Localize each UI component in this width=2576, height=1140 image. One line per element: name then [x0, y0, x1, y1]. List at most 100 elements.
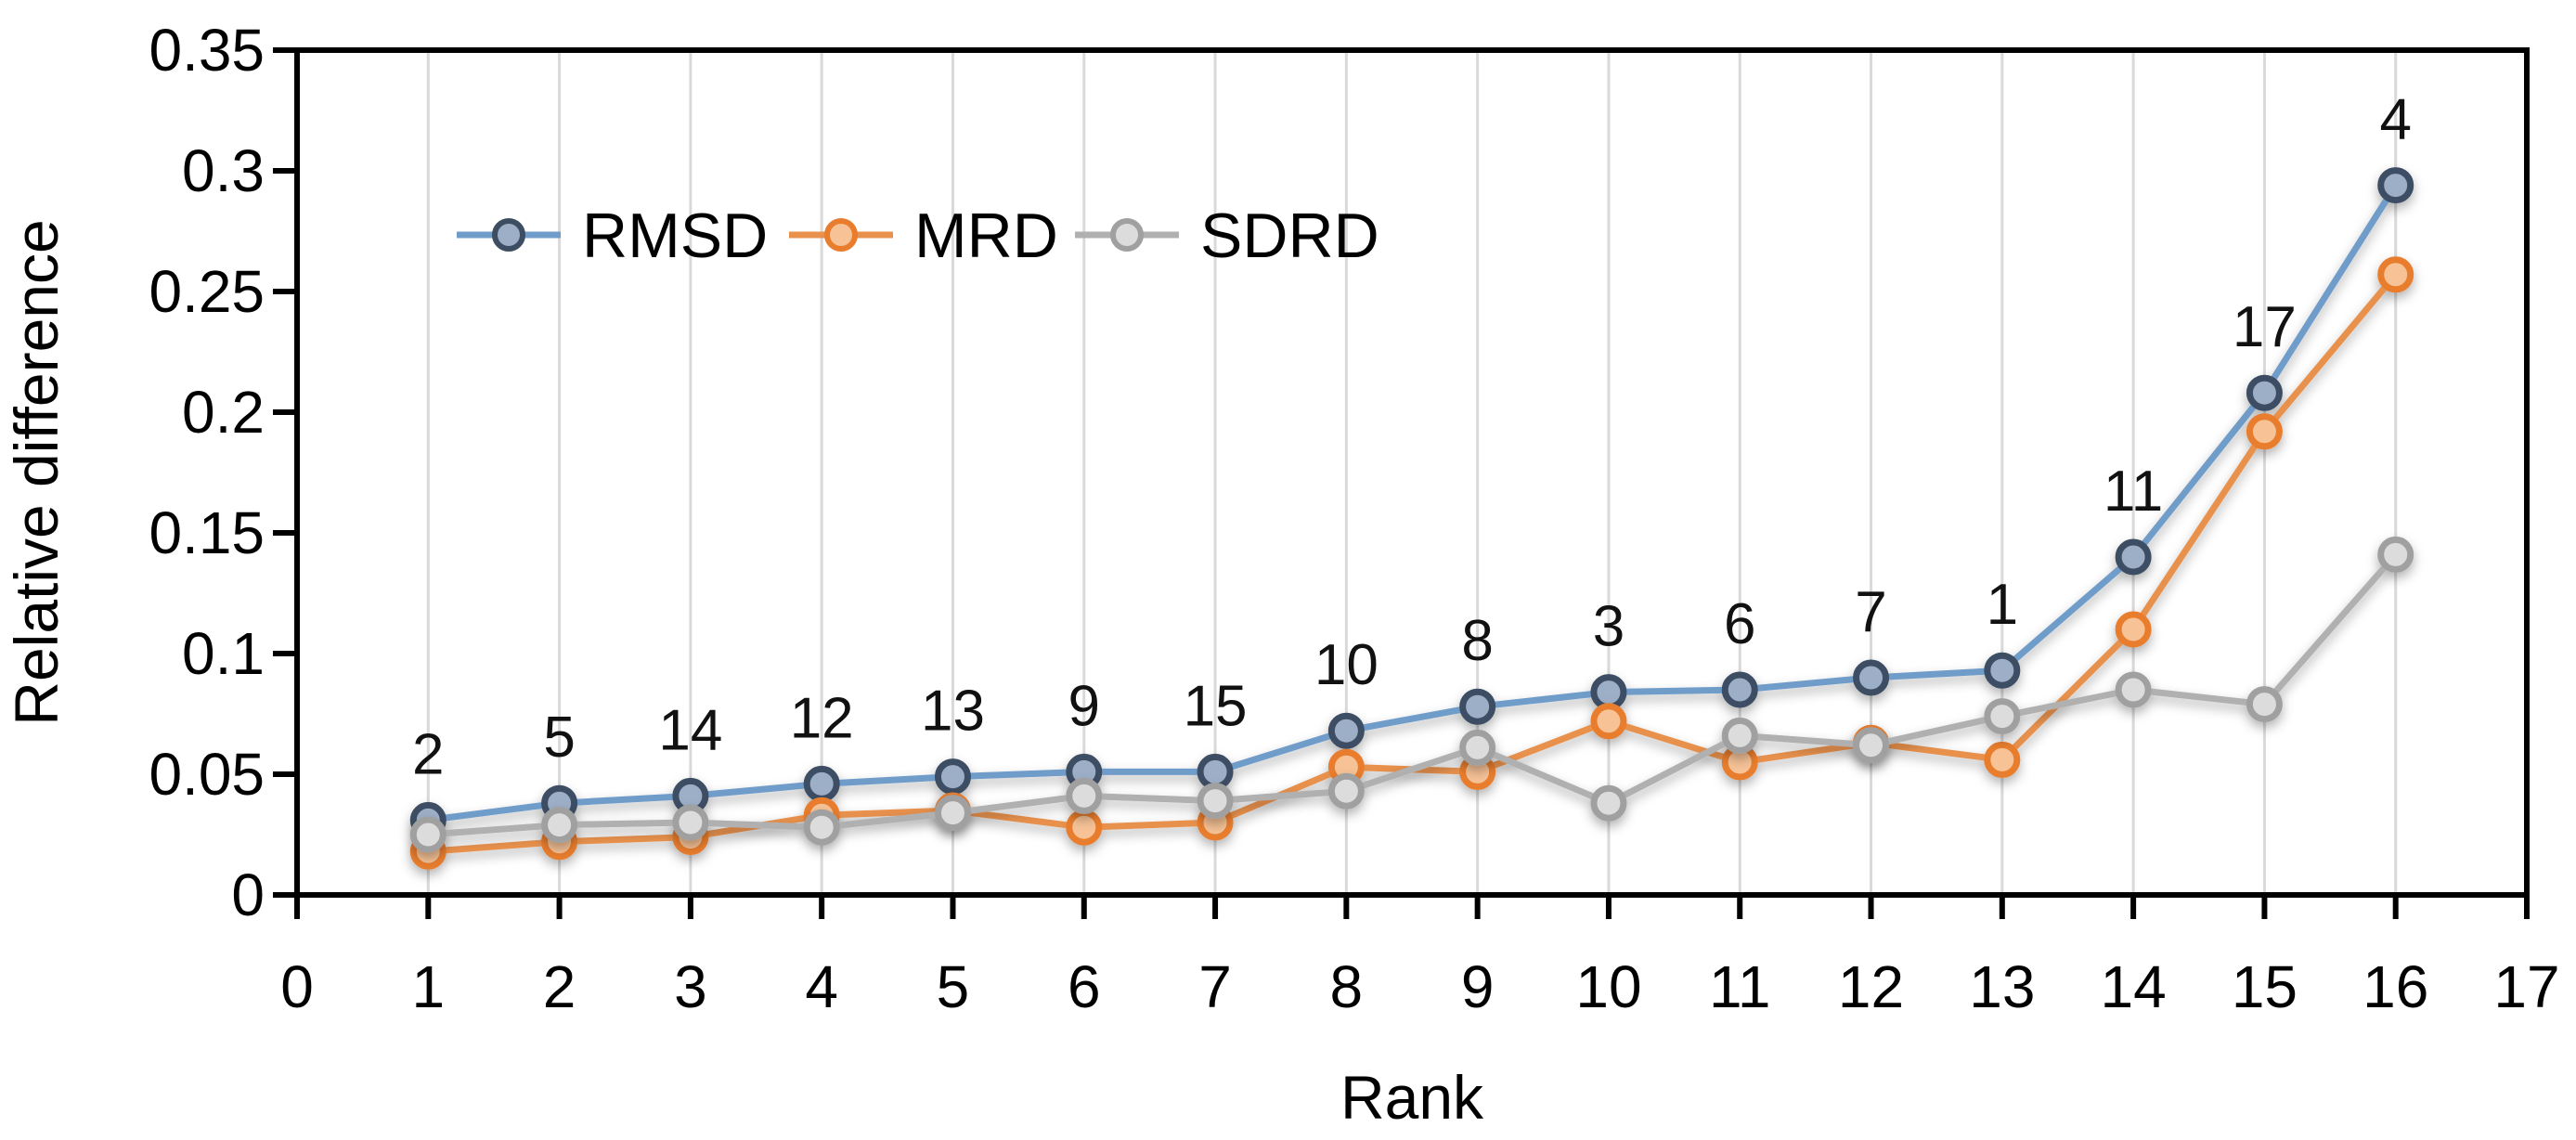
legend-label: SDRD: [1200, 201, 1379, 271]
legend-label: RMSD: [582, 201, 768, 271]
point-label: 6: [1724, 592, 1755, 656]
x-tick-label: 11: [1709, 953, 1770, 1020]
point-sdrd-rank2: [541, 807, 578, 844]
point-sdrd-rank9: [1459, 729, 1496, 766]
legend-item-rmsd: RMSD: [457, 201, 768, 271]
point-sdrd-rank14: [2115, 671, 2152, 708]
x-tick-label: 15: [2232, 953, 2298, 1020]
x-tick-label: 13: [1969, 953, 2035, 1020]
y-axis-title: Relative difference: [2, 219, 71, 725]
point-rmsd-rank7: [1197, 753, 1234, 790]
point-rmsd-rank12: [1853, 659, 1890, 696]
plot-border: [294, 47, 2530, 898]
x-tick-label: 1: [411, 953, 445, 1020]
x-tick-label: 4: [805, 953, 838, 1020]
x-tick-label: 7: [1198, 953, 1232, 1020]
point-label: 9: [1068, 674, 1100, 738]
y-tick-label: 0.3: [182, 137, 265, 204]
x-tick-label: 10: [1575, 953, 1641, 1020]
point-rmsd-rank5: [934, 758, 971, 796]
series-line-mrd: [428, 272, 2399, 855]
point-sdrd-rank11: [1721, 717, 1758, 754]
y-tick-label: 0.2: [182, 379, 265, 446]
legend-item-mrd: MRD: [789, 201, 1058, 271]
y-tick-label: 0.35: [149, 17, 265, 84]
series-sdrd: [409, 536, 2414, 853]
x-tick-label: 12: [1838, 953, 1904, 1020]
legend-group: RMSD MRD SDRD: [457, 201, 1379, 271]
legend-label: MRD: [914, 201, 1058, 271]
point-sdrd-rank10: [1590, 784, 1627, 822]
series-rmsd: [409, 167, 2414, 838]
point-rmsd-rank15: [2246, 374, 2283, 411]
point-mrd-rank15: [2246, 413, 2283, 450]
x-tick-label: 16: [2362, 953, 2428, 1020]
point-mrd-rank13: [1984, 741, 2021, 778]
legend-marker-icon: [492, 218, 525, 252]
point-label: 15: [1184, 674, 1248, 738]
point-sdrd-rank6: [1066, 777, 1103, 814]
legend-marker-icon: [824, 218, 858, 252]
y-tick-label: 0.25: [149, 258, 265, 325]
point-sdrd-rank1: [409, 816, 447, 853]
point-label: 5: [543, 706, 575, 770]
point-label: 3: [1593, 595, 1625, 659]
point-mrd-rank10: [1590, 703, 1627, 740]
point-mrd-rank16: [2377, 256, 2414, 293]
point-sdrd-rank5: [934, 795, 971, 832]
series-group: [409, 167, 2414, 870]
point-sdrd-rank8: [1327, 772, 1365, 810]
point-rmsd-rank4: [803, 765, 840, 802]
x-tick-label: 17: [2493, 953, 2559, 1020]
point-label: 10: [1314, 633, 1379, 697]
legend-item-sdrd: SDRD: [1075, 201, 1379, 271]
point-label: 7: [1855, 580, 1886, 644]
point-label: 8: [1461, 609, 1493, 673]
point-mrd-rank14: [2115, 611, 2152, 648]
series-mrd: [409, 256, 2414, 870]
legend-marker-icon: [1110, 218, 1144, 252]
point-sdrd-rank12: [1853, 727, 1890, 764]
point-rmsd-rank8: [1327, 712, 1365, 749]
point-sdrd-rank3: [672, 804, 709, 841]
point-sdrd-rank7: [1197, 783, 1234, 820]
point-sdrd-rank13: [1984, 698, 2021, 735]
series-line-rmsd: [427, 183, 2399, 823]
point-label: 17: [2233, 295, 2297, 359]
point-sdrd-rank4: [803, 809, 840, 846]
point-rmsd-rank10: [1590, 674, 1627, 711]
y-tick-label: 0.1: [182, 620, 265, 687]
point-label: 14: [658, 698, 722, 762]
x-tick-label: 2: [543, 953, 576, 1020]
point-rmsd-rank16: [2377, 167, 2414, 204]
point-label: 4: [2379, 88, 2411, 152]
point-sdrd-rank16: [2377, 536, 2414, 573]
point-label: 11: [2104, 460, 2163, 524]
x-tick-label: 8: [1330, 953, 1364, 1020]
point-label: 1: [1987, 573, 2018, 637]
point-sdrd-rank15: [2246, 686, 2283, 723]
point-label: 13: [921, 680, 985, 744]
point-rmsd-rank14: [2115, 538, 2152, 576]
x-tick-label: 3: [674, 953, 707, 1020]
point-mrd-rank6: [1066, 809, 1103, 846]
point-rmsd-rank9: [1459, 688, 1496, 725]
series-line-sdrd: [428, 552, 2399, 838]
y-tick-label: 0: [231, 861, 265, 928]
axes-group: 00.050.10.150.20.250.30.350 1 2 3 4 5 6 7 8 9 10 11…: [149, 17, 2559, 1020]
y-tick-label: 0.05: [149, 741, 265, 808]
x-tick-label: 6: [1068, 953, 1101, 1020]
x-tick-label: 5: [937, 953, 970, 1020]
x-tick-label: 9: [1461, 953, 1495, 1020]
x-tick-label: 0: [280, 953, 314, 1020]
point-label: 2: [412, 722, 444, 786]
point-rmsd-rank13: [1984, 652, 2021, 689]
point-label: 12: [790, 686, 854, 750]
x-tick-label: 14: [2101, 953, 2167, 1020]
y-tick-label: 0.15: [149, 499, 265, 566]
point-rmsd-rank11: [1721, 671, 1758, 708]
x-axis-title: Rank: [1340, 1063, 1484, 1132]
